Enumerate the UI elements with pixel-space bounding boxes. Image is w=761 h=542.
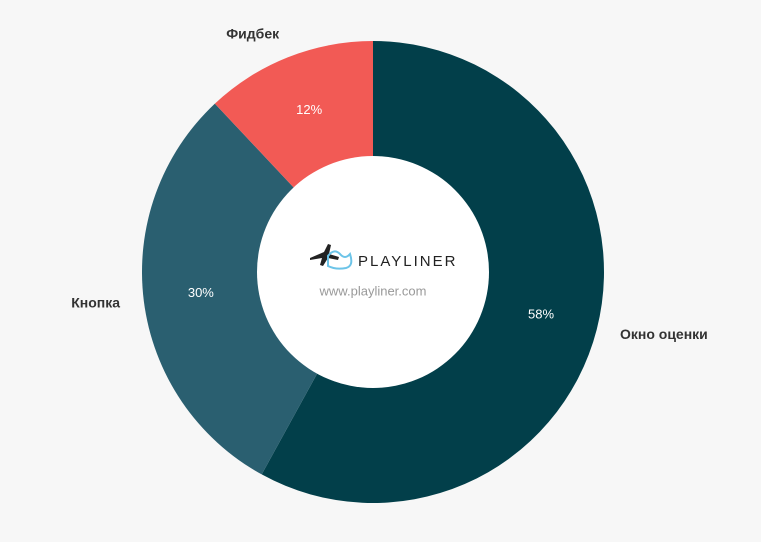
logo-icon (310, 244, 353, 270)
category-label: Кнопка (71, 295, 120, 311)
value-label: 30% (188, 285, 214, 300)
value-label: 58% (528, 307, 554, 322)
value-label: 12% (296, 102, 322, 117)
logo-url: www.playliner.com (319, 283, 427, 298)
category-label: Окно оценки (620, 326, 708, 342)
category-label: Фидбек (226, 26, 280, 42)
slice (141, 103, 373, 475)
logo-text: PLAYLINER (358, 253, 457, 270)
donut-hole (257, 156, 489, 388)
